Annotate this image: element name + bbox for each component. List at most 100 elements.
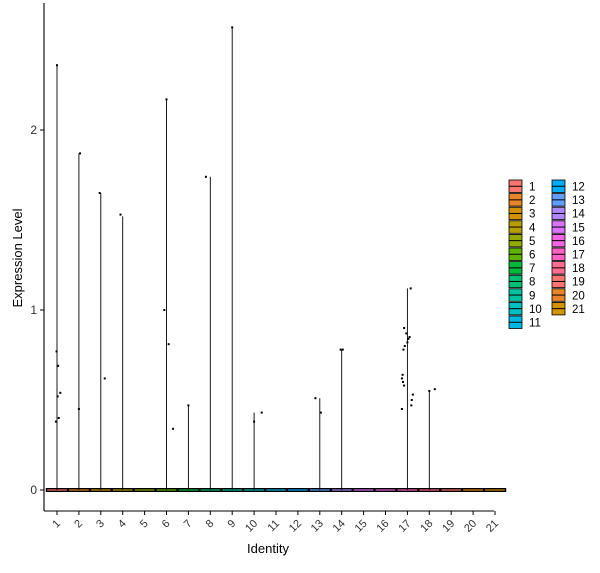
data-point: [403, 327, 406, 329]
legend-item-13: 13: [551, 193, 585, 207]
legend-item-6: 6: [508, 247, 535, 262]
data-point: [167, 343, 170, 346]
legend-label: 18: [572, 263, 585, 275]
data-point: [400, 377, 403, 380]
x-tick-label: 15: [353, 518, 370, 535]
data-point: [409, 287, 412, 290]
legend-item-20: 20: [551, 288, 585, 302]
x-tick-label: 20: [462, 518, 479, 535]
data-point: [119, 213, 122, 216]
data-point: [59, 391, 62, 394]
legend-label: 15: [572, 222, 585, 234]
legend-label: 14: [572, 209, 585, 221]
legend-item-4: 4: [508, 220, 536, 234]
legend-label: 6: [529, 250, 535, 262]
violin-9: [220, 26, 244, 493]
data-point: [410, 404, 413, 407]
y-tick-label: 2: [30, 123, 37, 137]
violin-5: [133, 488, 156, 493]
legend-item-1: 1: [508, 179, 535, 194]
violin-11: [264, 488, 288, 493]
x-tick-label: 19: [440, 518, 457, 535]
violin-13: [308, 397, 332, 493]
legend-item-12: 12: [551, 179, 585, 194]
plot-area: [45, 26, 507, 493]
violin-base-11: [264, 488, 288, 493]
data-point: [410, 399, 413, 401]
data-point: [165, 98, 168, 101]
x-tick-label: 13: [309, 518, 326, 535]
legend-label: 20: [572, 290, 585, 302]
x-axis-label: Identity: [247, 541, 289, 556]
data-point: [231, 26, 234, 29]
data-point: [57, 417, 60, 419]
violin-15: [352, 488, 375, 493]
data-point: [204, 175, 207, 178]
violin-19: [439, 488, 463, 493]
x-tick-label: 11: [266, 518, 283, 535]
x-tick-label: 8: [204, 518, 217, 531]
violin-base-12: [286, 488, 310, 493]
data-point: [253, 420, 256, 423]
legend-item-18: 18: [551, 261, 585, 275]
data-point: [56, 64, 58, 67]
y-tick-label: 0: [30, 483, 37, 497]
legend-label: 13: [572, 195, 585, 207]
x-tick-label: 12: [287, 518, 304, 535]
data-point: [402, 348, 405, 351]
legend-item-10: 10: [508, 301, 542, 316]
legend-label: 9: [529, 290, 535, 302]
violin-6: [155, 98, 178, 493]
legend-label: 4: [529, 222, 536, 234]
legend-label: 2: [529, 195, 535, 207]
x-tick-label: 2: [72, 518, 85, 531]
y-tick-label: 1: [30, 303, 37, 317]
legend-item-7: 7: [508, 261, 535, 275]
x-tick-label: 1: [50, 518, 63, 531]
data-point: [403, 345, 406, 347]
violin-7: [177, 404, 200, 493]
data-point: [54, 420, 57, 423]
legend-item-5: 5: [508, 233, 535, 248]
data-point: [408, 336, 411, 338]
legend-label: 12: [572, 182, 585, 194]
data-point: [78, 152, 81, 155]
data-point: [403, 384, 406, 387]
violin-21: [483, 488, 507, 493]
legend-item-11: 11: [508, 315, 541, 330]
violin-base-21: [483, 488, 507, 493]
legend-label: 11: [529, 318, 541, 330]
x-tick-label: 14: [331, 518, 348, 535]
x-tick-label: 10: [243, 518, 260, 535]
legend-label: 3: [529, 209, 535, 221]
data-point: [402, 381, 405, 383]
legend-label: 7: [529, 263, 535, 275]
violin-base-15: [352, 488, 375, 493]
legend-label: 5: [529, 236, 535, 248]
legend-label: 1: [529, 182, 535, 194]
data-point: [407, 337, 410, 340]
data-point: [77, 408, 80, 410]
violin-10: [242, 411, 266, 493]
data-point: [411, 393, 414, 396]
legend-label: 19: [572, 277, 585, 289]
data-point: [187, 404, 190, 407]
violin-base-16: [374, 488, 397, 493]
data-point: [400, 408, 403, 410]
x-tick-label: 18: [418, 518, 435, 535]
violin-17: [396, 287, 419, 493]
violin-2: [67, 152, 91, 493]
violin-20: [461, 488, 485, 493]
x-tick-label: 16: [374, 518, 391, 535]
data-point: [401, 373, 404, 376]
data-point: [55, 350, 58, 353]
x-tick-label: 9: [226, 518, 239, 531]
legend-item-14: 14: [551, 206, 585, 221]
legend-item-9: 9: [508, 288, 535, 302]
violin-1: [45, 64, 69, 493]
legend-item-16: 16: [551, 233, 585, 248]
legend-label: 8: [529, 277, 535, 289]
